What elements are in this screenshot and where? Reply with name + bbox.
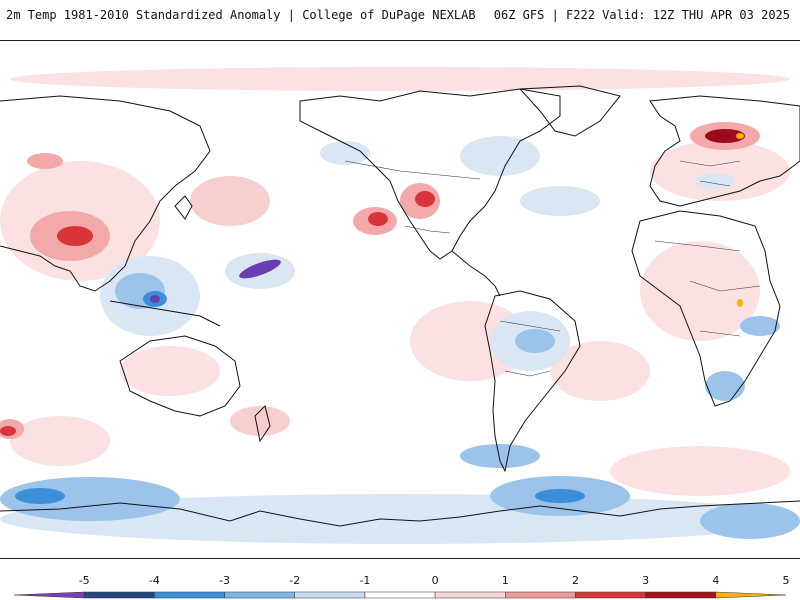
colorbar-segment <box>364 591 436 599</box>
asia-coast <box>0 95 211 292</box>
colorbar-segment <box>715 591 787 599</box>
colorbar-tick-label: -3 <box>219 574 230 587</box>
strong-warm-scandinavia <box>705 129 745 143</box>
warm-patch-west-south <box>10 416 110 466</box>
strong-warm-west-edge <box>0 426 16 436</box>
europe-borders <box>679 160 741 187</box>
warm-patch-arctic-north <box>10 67 790 91</box>
colorbar-tick-label: 3 <box>642 574 649 587</box>
warm-patch-new-zealand <box>230 406 290 436</box>
cold-patch-drake <box>460 444 540 468</box>
south-america-coast <box>484 290 581 473</box>
indonesia-coast <box>109 300 221 327</box>
coastline-layer <box>0 85 800 527</box>
antarctica-coast <box>0 500 800 527</box>
border-layer <box>344 160 761 377</box>
extreme-warm-scandinavia <box>736 133 744 139</box>
colorbar-tick-label: -1 <box>359 574 370 587</box>
world-map-svg <box>0 67 800 544</box>
warm-patch-south-atlantic <box>550 341 650 401</box>
colorbar-svg: -5 -4 -3 -2 -1 0 1 2 3 4 5 <box>13 574 790 599</box>
colorbar-segment <box>294 591 366 599</box>
warm-patch-southern-ocean <box>610 446 790 496</box>
map-header: 2m Temp 1981-2010 Standardized Anomaly |… <box>0 0 800 30</box>
cold-patch-brazil <box>515 329 555 353</box>
africa-coast <box>631 210 781 407</box>
europe-coast <box>649 95 800 207</box>
colorbar-segment <box>434 591 506 599</box>
colorbar-segment <box>645 591 717 599</box>
cold-patch-indian-ocean <box>740 316 780 336</box>
map-title: 2m Temp 1981-2010 Standardized Anomaly |… <box>6 8 476 22</box>
cold-patch-antarctic-far <box>700 503 800 539</box>
cold-patch-pacific-streak <box>239 259 281 279</box>
us-canada-border <box>344 160 481 180</box>
strong-warm-tibet <box>57 226 93 246</box>
extreme-cold-indonesia <box>150 295 160 303</box>
australia-coast <box>119 335 241 417</box>
strong-warm-us <box>415 191 435 207</box>
colorbar-segment <box>505 591 576 599</box>
warm-patch-europe <box>650 141 790 201</box>
warm-patch-north-pacific <box>190 176 270 226</box>
anomaly-map <box>0 40 800 559</box>
anomaly-colorbar: -5 -4 -3 -2 -1 0 1 2 3 4 5 <box>0 570 800 600</box>
africa-borders <box>654 240 761 337</box>
colorbar-tick-label: 4 <box>712 574 719 587</box>
colorbar-segment <box>575 591 646 599</box>
colorbar-tick-label: 5 <box>783 574 790 587</box>
colorbar-segment <box>13 591 85 599</box>
colorbar-segment <box>154 591 225 599</box>
cold-patch-alaska <box>320 141 370 165</box>
model-run-info: 06Z GFS | F222 Valid: 12Z THU APR 03 202… <box>493 8 790 22</box>
warm-patch-africa <box>640 241 760 341</box>
anomaly-fill-layer <box>0 67 800 544</box>
new-zealand-coast <box>254 405 271 443</box>
colorbar-tick-label: 0 <box>432 574 439 587</box>
greenland-coast <box>518 85 621 137</box>
central-america-coast <box>451 250 501 297</box>
cold-patch-n-atlantic <box>520 186 600 216</box>
colorbar-tick-label: -5 <box>79 574 90 587</box>
us-mexico-border <box>404 225 451 234</box>
extreme-warm-africa <box>737 299 743 307</box>
warm-patch-australia <box>120 346 220 396</box>
japan-coast <box>174 195 193 220</box>
colorbar-segment <box>224 591 295 599</box>
strong-warm-pacific <box>368 212 388 226</box>
strong-cold-antarctic-east <box>535 489 585 503</box>
colorbar-tick-label: -4 <box>149 574 160 587</box>
north-america-coast <box>299 88 561 260</box>
colorbar-segment <box>83 591 155 599</box>
strong-cold-antarctic <box>15 488 65 504</box>
cold-patch-greenland <box>460 136 540 176</box>
colorbar-tick-label: -2 <box>289 574 300 587</box>
warm-patch-siberia <box>27 153 63 169</box>
south-america-borders <box>499 320 561 377</box>
colorbar-tick-label: 1 <box>502 574 509 587</box>
colorbar-tick-label: 2 <box>572 574 579 587</box>
